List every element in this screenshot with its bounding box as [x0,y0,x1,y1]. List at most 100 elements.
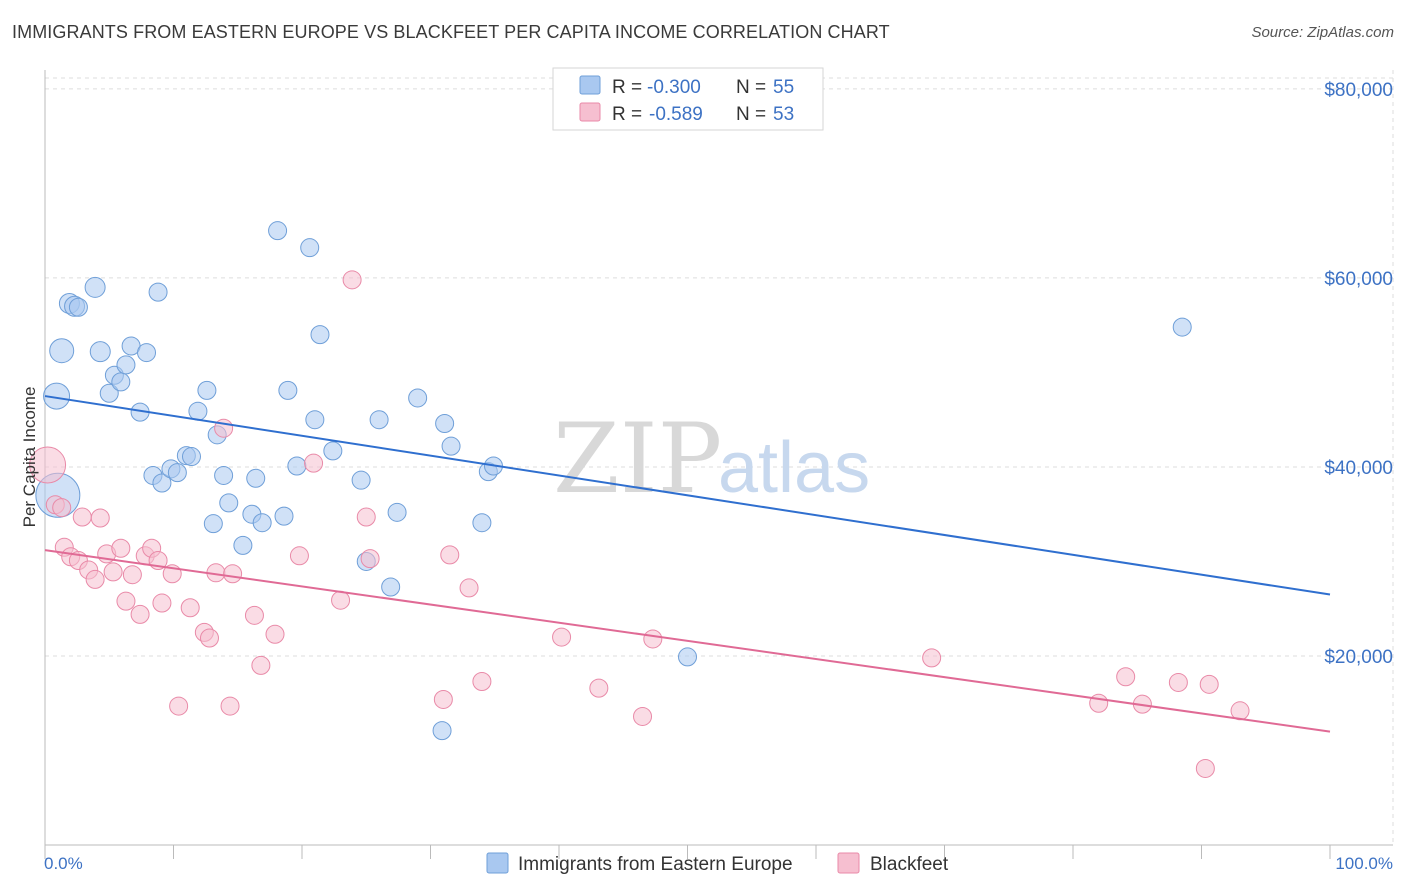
watermark-atlas: atlas [718,428,870,508]
blackfeet-point [1116,667,1136,687]
eastern-europe-point [305,410,325,430]
blackfeet-point [552,627,572,647]
blackfeet-point [1199,674,1219,694]
y-tick-label: $20,000 [1324,647,1393,668]
blackfeet-point [152,593,172,613]
y-tick-labels: $20,000 $40,000 $60,000 $80,000 [1324,80,1393,668]
blackfeet-point [111,538,131,558]
eastern-europe-point [432,721,452,741]
blackfeet-point [72,507,92,527]
blackfeet-point [220,696,240,716]
eastern-europe-point [369,410,389,430]
blackfeet-point [360,549,380,569]
trend-line-eastern-europe [44,395,1331,596]
eastern-europe-point [116,355,136,375]
eastern-europe-point [68,297,88,317]
source-credit: Source: ZipAtlas.com [1251,24,1394,41]
eastern-europe-point [89,341,111,363]
eastern-europe-point [441,436,461,456]
legend-n-label-pink: N = [736,104,766,125]
legend-swatch-pink [579,102,601,122]
blackfeet-point [1168,672,1188,692]
blackfeet-point [52,498,72,518]
eastern-europe-point [197,380,217,400]
eastern-europe-point [310,325,330,345]
trend-line-blackfeet [44,549,1331,733]
eastern-europe-point [99,383,119,403]
eastern-europe-point [188,401,208,421]
legend-r-label-blue: R = [612,77,642,98]
blackfeet-point [633,706,653,726]
series-legend-swatch-blue [486,852,509,874]
series-legend-label-pink: Blackfeet [870,854,949,875]
blackfeet-point [589,678,609,698]
eastern-europe-point [408,388,428,408]
x-tick-label-max: 100.0% [1335,854,1393,873]
legend-n-value-blue: 55 [773,77,794,98]
blackfeet-point [459,578,479,598]
eastern-europe-point [219,493,239,513]
blackfeet-point [331,590,351,610]
legend-n-label-blue: N = [736,77,766,98]
y-axis-label: Per Capita Income [20,387,39,528]
eastern-europe-point [323,441,343,461]
eastern-europe-point [152,473,172,493]
eastern-europe-point [435,413,455,433]
legend-r-label-pink: R = [612,104,642,125]
eastern-europe-point [49,338,75,364]
blackfeet-point [356,507,376,527]
eastern-europe-point [287,456,307,476]
blackfeet-point [643,629,663,649]
blackfeet-point [289,546,309,566]
blackfeet-point [116,591,136,611]
correlation-legend: R = -0.300 N = 55 R = -0.589 N = 53 [552,67,824,131]
eastern-europe-point [381,577,401,597]
legend-r-value-blue: -0.300 [647,77,701,98]
blackfeet-point [244,605,264,625]
chart-title: IMMIGRANTS FROM EASTERN EUROPE VS BLACKF… [12,22,890,42]
series-blackfeet-points [29,270,1250,778]
blackfeet-point [90,508,110,528]
eastern-europe-point [278,380,298,400]
eastern-europe-point [268,221,288,241]
blackfeet-point [122,565,142,585]
eastern-europe-point [274,506,294,526]
legend-n-value-pink: 53 [773,104,794,125]
eastern-europe-point [472,513,492,533]
blackfeet-point [1089,693,1109,713]
blackfeet-point [180,598,200,618]
eastern-europe-point [300,238,320,258]
eastern-europe-point [252,513,272,533]
eastern-europe-point [214,465,234,485]
blackfeet-point [85,569,105,589]
watermark: ZIP atlas [553,403,870,515]
eastern-europe-point [351,470,371,490]
eastern-europe-point [148,282,168,302]
legend-r-value-pink: -0.589 [649,104,703,125]
eastern-europe-point [678,647,697,667]
blackfeet-point [922,648,942,668]
blackfeet-point [29,446,67,484]
eastern-europe-point [167,463,187,483]
blackfeet-point [223,564,243,584]
eastern-europe-point [137,343,157,363]
blackfeet-point [103,562,123,582]
trend-lines [44,395,1331,733]
legend-swatch-blue [579,75,601,95]
series-legend: Immigrants from Eastern Europe Blackfeet [486,852,949,875]
eastern-europe-point [84,276,106,298]
y-tick-label: $40,000 [1324,458,1393,479]
blackfeet-point [199,628,219,648]
blackfeet-point [440,545,460,565]
x-tick-label-min: 0.0% [44,854,83,873]
blackfeet-point [265,624,285,644]
series-legend-swatch-pink [837,852,860,874]
eastern-europe-point [43,382,71,410]
eastern-europe-point [203,514,223,534]
eastern-europe-point [111,372,131,392]
blackfeet-point [130,604,150,624]
y-tick-label: $80,000 [1324,80,1393,101]
watermark-zip: ZIP [553,403,722,515]
blackfeet-point [1195,758,1215,778]
